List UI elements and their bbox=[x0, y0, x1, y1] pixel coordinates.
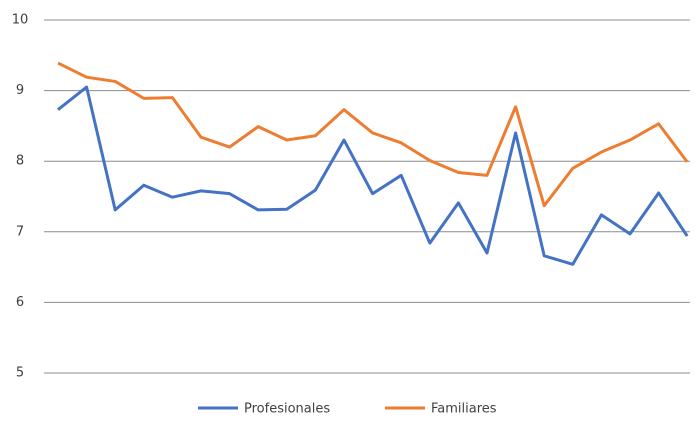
y-tick-label: 7 bbox=[16, 224, 24, 239]
y-tick-label: 9 bbox=[16, 83, 24, 98]
y-tick-label: 6 bbox=[16, 295, 24, 310]
y-tick-label: 5 bbox=[16, 366, 24, 381]
line-series bbox=[57, 85, 689, 266]
legend-label: Profesionales bbox=[244, 402, 330, 417]
line-series bbox=[57, 61, 689, 208]
y-tick-label: 10 bbox=[12, 13, 29, 28]
legend-label: Familiares bbox=[431, 402, 497, 417]
y-tick-label: 8 bbox=[16, 154, 24, 169]
